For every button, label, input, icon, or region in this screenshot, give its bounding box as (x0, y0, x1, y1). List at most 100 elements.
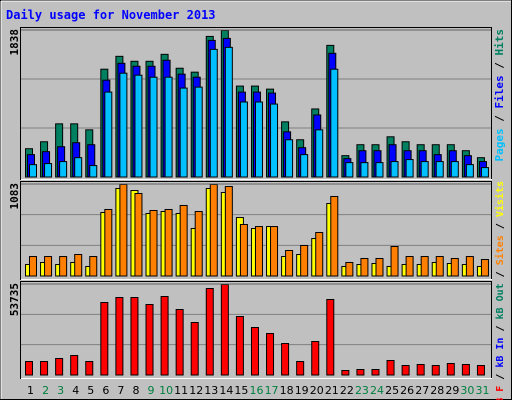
bar (390, 161, 399, 178)
bar (74, 253, 83, 277)
x-tick-label: 7 (117, 384, 124, 397)
x-tick-label: 25 (385, 384, 399, 397)
x-tick-label: 28 (430, 384, 444, 397)
bar (300, 244, 309, 277)
bar (285, 139, 294, 178)
bar (235, 315, 244, 376)
bar (476, 364, 485, 376)
bar (480, 167, 489, 178)
bar (296, 360, 305, 376)
bar (386, 359, 395, 376)
bar (330, 68, 339, 178)
x-tick-label: 22 (340, 384, 354, 397)
x-tick-label: 15 (234, 384, 248, 397)
bar (405, 256, 414, 277)
legend-entry: Hits (493, 29, 506, 56)
bar (224, 186, 233, 277)
bar (44, 163, 53, 178)
legend-separator: / (495, 217, 506, 235)
bar (356, 368, 365, 376)
legend-separator: / (495, 368, 506, 386)
x-tick-label: 9 (148, 384, 155, 397)
bar (160, 295, 169, 376)
bar (330, 195, 339, 277)
bar (405, 159, 414, 178)
x-tick-label: 19 (295, 384, 309, 397)
bar (461, 363, 470, 376)
bar (250, 326, 259, 376)
bar (134, 74, 143, 178)
legend-entry: kB F (495, 386, 506, 400)
legend-entry: kB In (495, 338, 506, 368)
legend-entry: Pages (493, 128, 506, 161)
bar (74, 157, 83, 178)
bar (119, 72, 128, 178)
y-tick-label: 53735 (8, 283, 21, 316)
bar (29, 164, 37, 178)
bar (209, 184, 218, 277)
bar (149, 76, 158, 178)
x-tick-label: 16 (250, 384, 264, 397)
bar (179, 87, 188, 178)
bar (59, 256, 68, 277)
bar (254, 226, 263, 277)
bar (224, 46, 233, 178)
x-tick-label: 8 (132, 384, 139, 397)
bar (194, 86, 203, 178)
bar (431, 364, 440, 376)
bar (345, 261, 354, 277)
legend-entry: Visits (494, 181, 506, 217)
legend-separator: / (495, 265, 506, 283)
bar (164, 76, 173, 178)
x-tick-label: 17 (265, 384, 279, 397)
bar (465, 256, 474, 277)
bar (281, 342, 290, 376)
bar (220, 284, 229, 376)
bar (254, 101, 263, 178)
x-tick-label: 4 (72, 384, 79, 397)
bar (104, 91, 113, 178)
bar (390, 246, 399, 277)
x-tick-label: 11 (174, 384, 188, 397)
bar (119, 184, 128, 277)
x-tick-label: 31 (475, 384, 489, 397)
bar (450, 257, 459, 277)
bar (285, 250, 294, 277)
bar (190, 321, 199, 376)
bar (29, 256, 37, 277)
legend-entry: kB Out (495, 283, 506, 319)
y-tick-label: 1838 (8, 29, 21, 56)
bar (104, 208, 113, 277)
x-tick-label: 6 (102, 384, 109, 397)
x-tick-label: 26 (400, 384, 414, 397)
bar (360, 162, 369, 178)
bar (175, 308, 184, 376)
legend-separator: / (495, 319, 506, 337)
bar (100, 301, 109, 376)
bar (40, 360, 49, 376)
bar (239, 224, 248, 277)
x-tick-label: 29 (445, 384, 459, 397)
bar (134, 193, 143, 277)
bar (345, 162, 354, 178)
bar (239, 101, 248, 178)
bar (416, 363, 425, 376)
x-tick-label: 10 (159, 384, 173, 397)
x-tick-label: 2 (42, 384, 49, 397)
legend-entry: Files (493, 75, 506, 108)
bar (420, 256, 429, 277)
bar (25, 360, 33, 376)
bar (194, 211, 203, 277)
bar (311, 340, 320, 376)
x-tick-label: 23 (355, 384, 369, 397)
bar (266, 332, 275, 376)
bar (209, 48, 218, 178)
bar (446, 362, 455, 376)
chart-title: Daily usage for November 2013 (6, 8, 216, 22)
bar (89, 165, 98, 178)
bar (341, 369, 350, 376)
bar (315, 129, 324, 178)
x-tick-label: 30 (460, 384, 474, 397)
y-tick-label: 1083 (8, 183, 21, 210)
